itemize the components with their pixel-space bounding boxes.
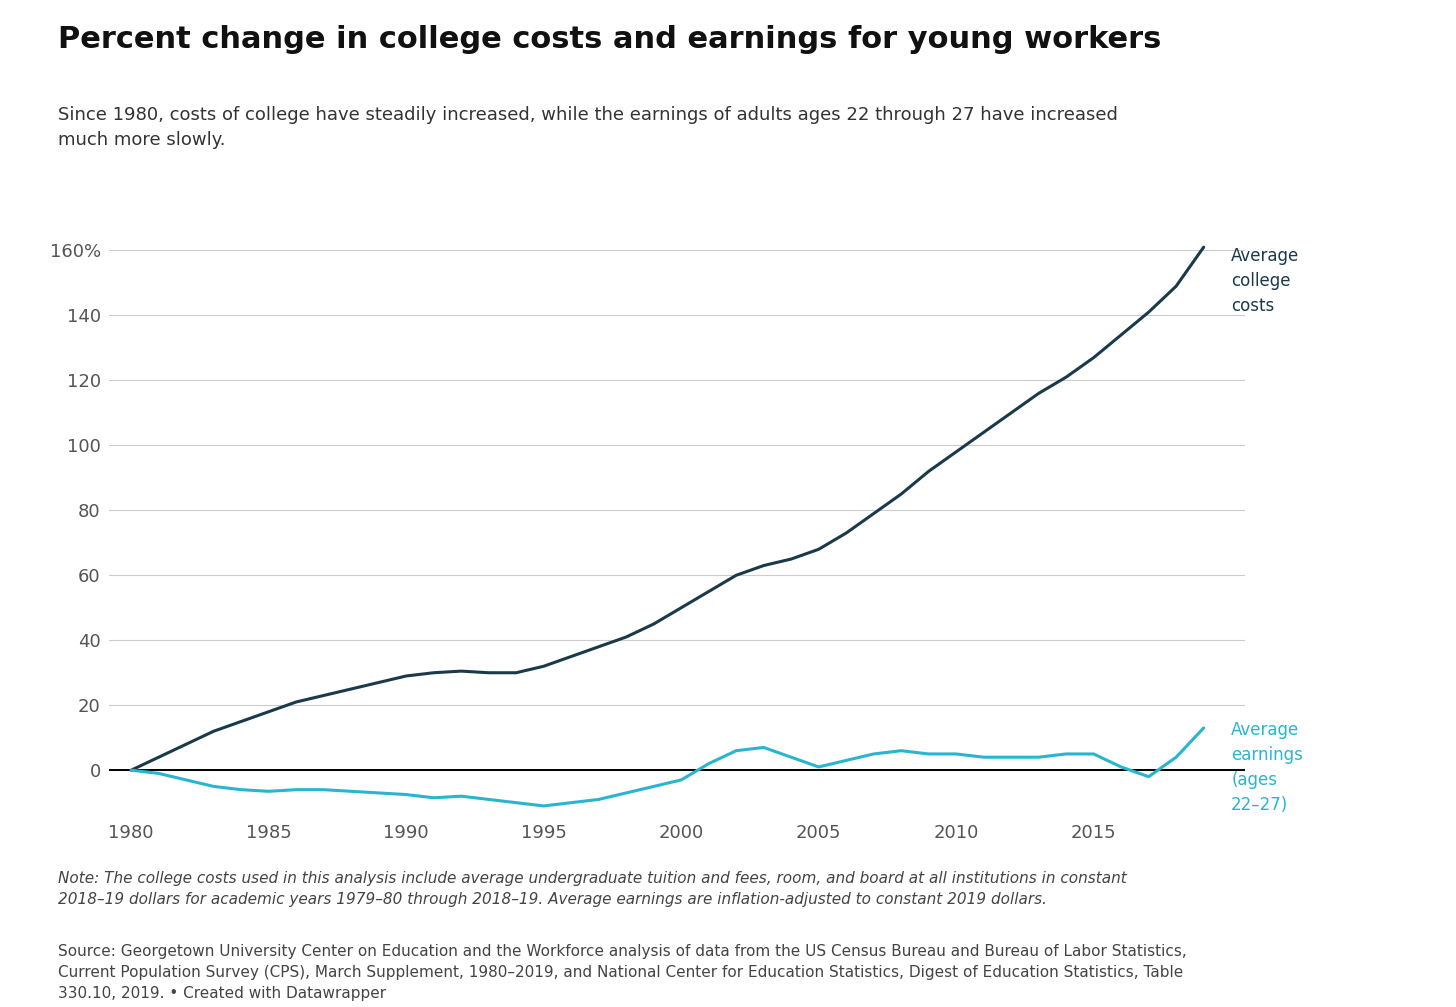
Text: Since 1980, costs of college have steadily increased, while the earnings of adul: Since 1980, costs of college have steadi… — [58, 106, 1118, 149]
Text: Note: The college costs used in this analysis include average undergraduate tuit: Note: The college costs used in this ana… — [58, 871, 1127, 907]
Text: Percent change in college costs and earnings for young workers: Percent change in college costs and earn… — [58, 25, 1162, 54]
Text: Average
earnings
(ages
22–27): Average earnings (ages 22–27) — [1232, 721, 1303, 815]
Text: Source: Georgetown University Center on Education and the Workforce analysis of : Source: Georgetown University Center on … — [58, 944, 1187, 1001]
Text: Average
college
costs: Average college costs — [1232, 247, 1299, 315]
